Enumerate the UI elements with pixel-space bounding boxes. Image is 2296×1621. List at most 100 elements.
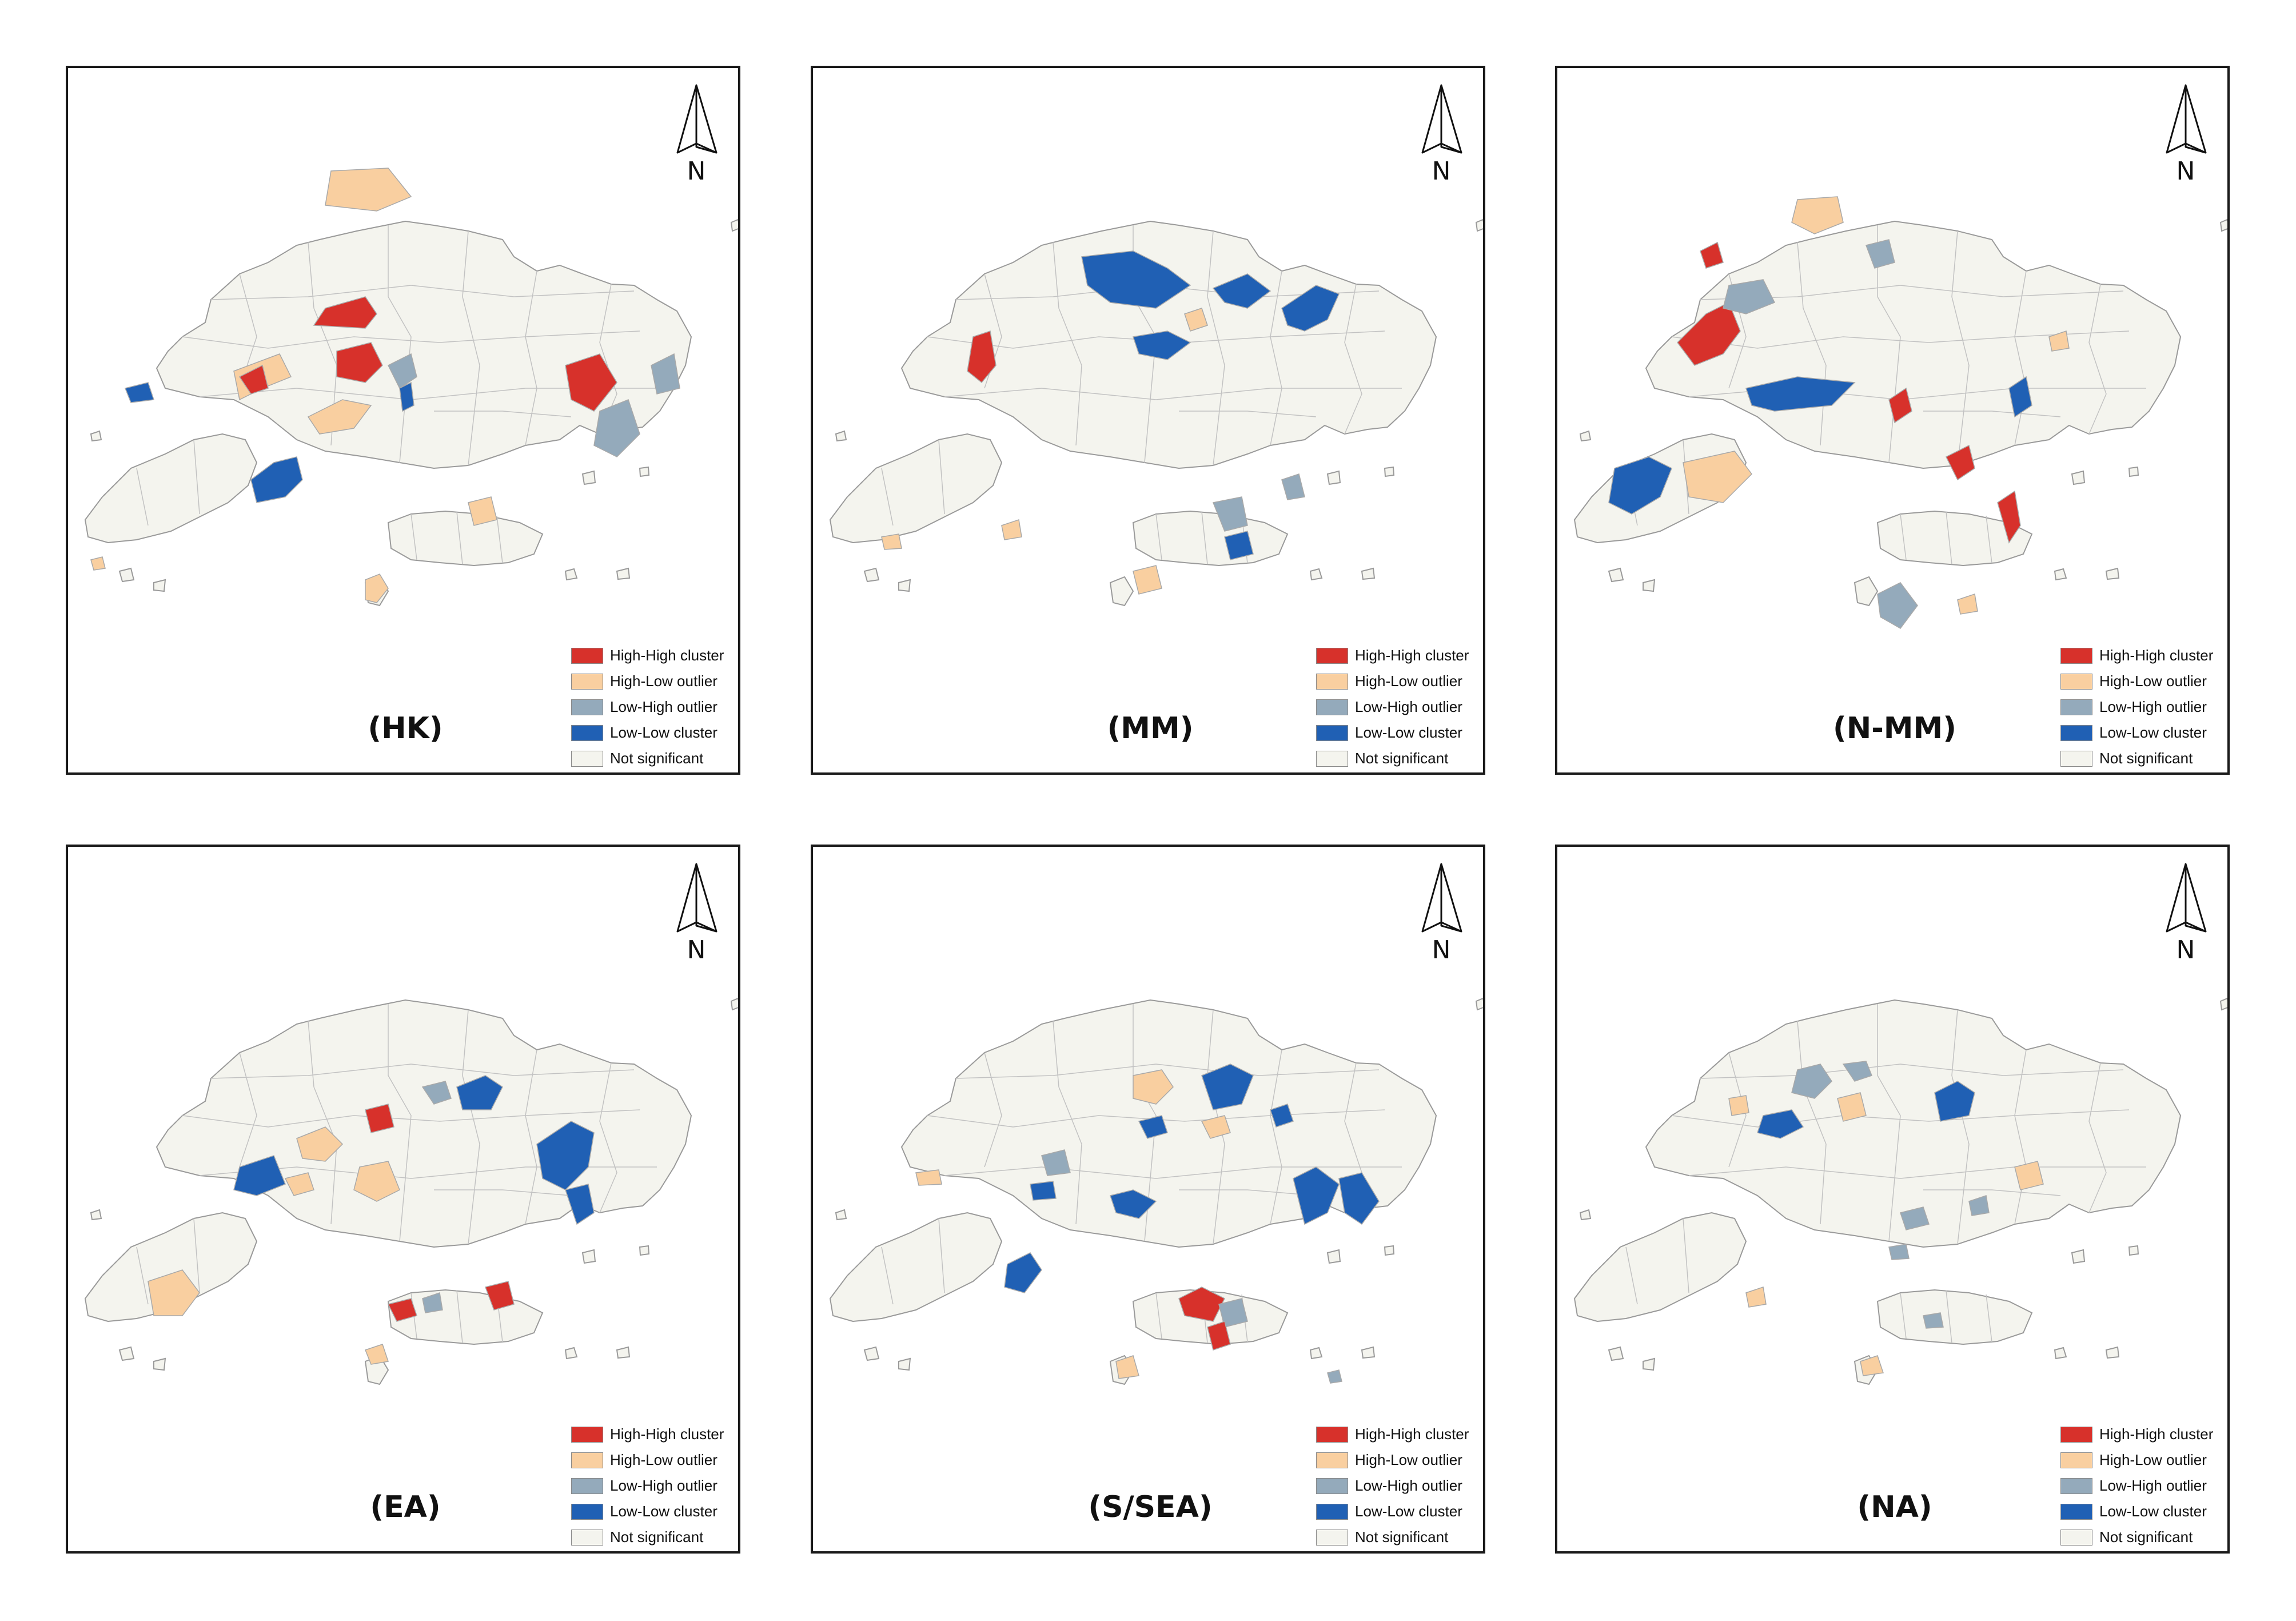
low-low-cluster-region — [1608, 456, 1672, 515]
legend-label: High-Low outlier — [2099, 1451, 2207, 1468]
legend-swatch — [1316, 1477, 1348, 1494]
low-low-cluster-region — [2008, 376, 2032, 418]
district-boundary — [2088, 1062, 2107, 1213]
lisa-regions — [1608, 196, 2070, 629]
district-boundary — [210, 285, 635, 300]
legend-swatch — [2060, 699, 2092, 715]
low-low-cluster-region — [1138, 1115, 1168, 1139]
district-boundary — [938, 439, 945, 515]
high-low-outlier-region — [1860, 1355, 1884, 1376]
new-territories-kowloon-area — [1645, 999, 2182, 1248]
legend-swatch — [2060, 1503, 2092, 1520]
district-boundary — [1946, 1290, 1952, 1344]
outlying-island — [118, 567, 135, 583]
lantau-island-area — [84, 433, 258, 544]
high-low-outlier-region — [2048, 330, 2070, 352]
district-boundary — [938, 1218, 945, 1293]
district-boundary — [984, 1052, 1002, 1168]
high-high-cluster-region — [485, 1281, 515, 1311]
panel-label: (N-MM) — [1832, 711, 1957, 746]
district-boundary — [881, 468, 894, 526]
district-boundary — [1625, 1246, 1638, 1305]
legend-item-high-high: High-High cluster — [2060, 643, 2213, 668]
legend-swatch — [2060, 1477, 2092, 1494]
legend-item-not-significant: Not significant — [1316, 746, 1469, 771]
lisa-regions — [881, 250, 1340, 595]
legend-label: High-Low outlier — [2099, 672, 2207, 690]
district-boundary — [1270, 1049, 1282, 1225]
legend: High-High cluster High-Low outlier Low-H… — [1316, 643, 1469, 771]
legend-item-high-low: High-Low outlier — [2060, 668, 2213, 694]
legend-label: Low-Low cluster — [1355, 724, 1462, 741]
legend-swatch — [2060, 750, 2092, 767]
legend-label: Low-Low cluster — [2099, 1503, 2207, 1520]
district-boundary — [944, 1166, 1402, 1179]
high-high-cluster-region — [1888, 387, 1912, 424]
low-high-outlier-region — [1791, 1064, 1832, 1099]
high-low-outlier-region — [296, 1126, 344, 1162]
high-low-outlier-region — [325, 168, 412, 212]
district-boundary — [1797, 1021, 1827, 1225]
legend-swatch — [1316, 699, 1348, 715]
lisa-regions — [1728, 1061, 2044, 1376]
panel-label: (HK) — [368, 711, 443, 746]
low-high-outlier-region — [421, 1081, 452, 1105]
outlying-island — [2105, 567, 2120, 580]
low-low-cluster-region — [1293, 1166, 1340, 1225]
district-boundary — [1671, 1109, 2130, 1128]
district-boundary — [1201, 511, 1208, 565]
map-panel-na: N High-High cluster High-Low outlier Low… — [1555, 845, 2230, 1554]
low-high-outlier-region — [651, 353, 680, 395]
low-low-cluster-region — [536, 1121, 595, 1190]
north-arrow-icon — [676, 863, 718, 933]
district-boundary — [1900, 513, 1907, 560]
district-boundary — [456, 1290, 463, 1344]
choropleth-map — [84, 997, 738, 1385]
map-base — [84, 218, 738, 607]
outlying-island — [639, 466, 650, 477]
high-low-outlier-region — [1728, 1095, 1749, 1116]
outlying-island — [1384, 1245, 1395, 1256]
low-low-cluster-region — [1212, 273, 1271, 309]
legend-swatch — [571, 1529, 603, 1546]
lisa-regions — [148, 1075, 595, 1365]
outlying-island — [616, 567, 631, 580]
low-high-outlier-region — [1923, 1312, 1944, 1329]
legend-item-high-low: High-Low outlier — [1316, 1447, 1469, 1473]
outlying-island — [2219, 218, 2227, 232]
legend-item-high-low: High-Low outlier — [1316, 668, 1469, 694]
lantau-island-area — [829, 433, 1003, 544]
legend-item-low-low: Low-Low cluster — [571, 720, 724, 746]
outlying-island — [1326, 470, 1341, 485]
legend-swatch — [1316, 673, 1348, 690]
outlying-island — [581, 1249, 596, 1264]
map-panel-mm: N High-High cluster High-Low outlier Low… — [811, 66, 1485, 775]
high-high-cluster-region — [565, 353, 617, 412]
low-low-cluster-region — [1281, 285, 1340, 332]
high-low-outlier-region — [1001, 519, 1022, 540]
high-low-outlier-region — [365, 573, 389, 603]
lisa-regions — [90, 168, 680, 603]
district-boundary — [456, 511, 463, 565]
district-boundary — [1923, 411, 2061, 417]
outlying-island — [639, 1245, 650, 1256]
district-boundary — [1053, 1021, 1082, 1225]
outlying-island — [835, 1209, 847, 1221]
high-low-outlier-region — [1683, 451, 1752, 503]
legend-item-not-significant: Not significant — [2060, 1524, 2213, 1550]
north-arrow-icon — [1421, 84, 1462, 154]
high-low-outlier-region — [1791, 196, 1844, 234]
outlying-island — [2105, 1346, 2120, 1359]
district-boundary — [1155, 1292, 1162, 1339]
outlying-island — [90, 430, 102, 442]
legend-label: Not significant — [2099, 750, 2193, 767]
district-boundary — [182, 1109, 640, 1128]
new-territories-kowloon-area — [156, 999, 692, 1248]
north-arrow-icon — [676, 84, 718, 154]
low-low-cluster-region — [233, 1155, 286, 1196]
north-label: N — [2176, 157, 2195, 186]
district-boundary — [525, 1049, 537, 1225]
district-boundary — [1344, 284, 1362, 435]
low-high-outlier-region — [1327, 1369, 1342, 1384]
district-boundary — [1179, 411, 1317, 417]
